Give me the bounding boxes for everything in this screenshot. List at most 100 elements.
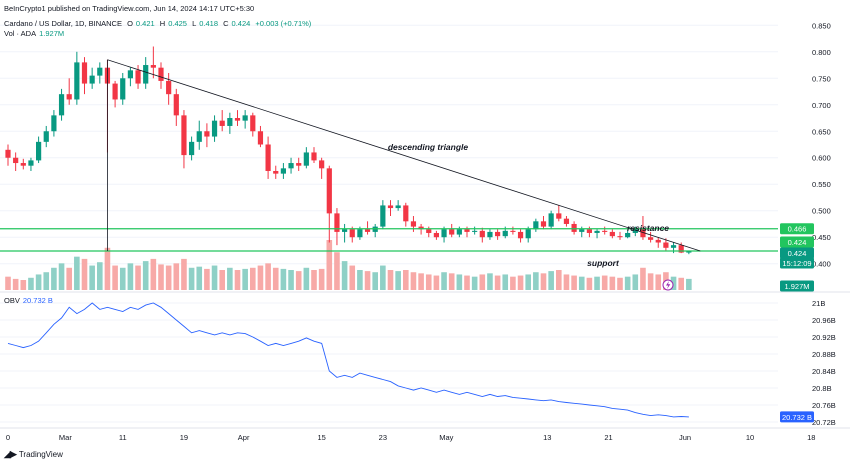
volume-bar [548, 271, 554, 290]
volume-bar [357, 270, 363, 290]
volume-bar [173, 263, 180, 290]
volume-bar [211, 265, 218, 290]
candle-body [120, 78, 126, 100]
volume-bar [678, 277, 684, 290]
volume-bar [242, 268, 248, 290]
volume-bar [647, 273, 654, 290]
resistance-tag [780, 223, 814, 235]
candle-body [364, 229, 371, 232]
volume-bar [563, 274, 570, 290]
time-tick-label: Jun [679, 433, 691, 442]
lightning-icon[interactable] [662, 279, 674, 291]
volume-bar [196, 266, 203, 290]
volume-bar [517, 275, 524, 290]
candle-body [449, 229, 455, 235]
volume-bar [165, 265, 172, 290]
price-tick-label: 0.750 [812, 74, 831, 83]
price-levels [0, 228, 778, 252]
volume-legend: Vol · ADA 1.927M [4, 29, 67, 38]
volume-bar [58, 263, 65, 290]
volume-bar [272, 267, 279, 290]
candle-body [686, 250, 692, 253]
volume-bar [288, 270, 294, 290]
candle-body [540, 221, 547, 227]
candle-body [571, 223, 577, 232]
footer-brand[interactable]: TradingView [18, 450, 63, 459]
volume-bar [372, 272, 378, 290]
candle-body [112, 83, 118, 100]
low-value: 0.418 [199, 19, 219, 28]
volume-bar [632, 274, 639, 290]
obv-tick-label: 20.88B [812, 350, 836, 359]
volume-bar [12, 278, 19, 290]
obv-tick-label: 20.8B [812, 384, 832, 393]
candle-body [426, 229, 432, 233]
volume-bar [81, 258, 88, 290]
countdown-tag [780, 257, 814, 269]
volume-bar [295, 271, 302, 290]
candle-body [594, 230, 600, 233]
volume-label[interactable]: Vol · ADA [4, 29, 37, 38]
volume-bar [334, 252, 340, 290]
volume-bar [112, 265, 118, 290]
high-label: H [159, 19, 166, 28]
volume-bar [441, 272, 447, 290]
volume-bar [257, 265, 264, 290]
candle-body [81, 62, 88, 84]
volume-bar [510, 276, 516, 290]
volume-bar [142, 261, 149, 290]
candle-body [127, 70, 133, 79]
volume-bar [617, 277, 623, 290]
published-by: BeInCrypto1 published on TradingView.com… [4, 4, 255, 13]
time-tick-label: 18 [807, 433, 815, 442]
candle-body [410, 221, 417, 227]
triangle-upper-trendline[interactable] [107, 59, 701, 252]
volume-bar [188, 267, 195, 290]
candle-body [58, 94, 65, 116]
candle-body [632, 229, 638, 233]
volume-bar [578, 276, 585, 290]
volume-bar [410, 272, 417, 290]
candle-body [403, 205, 409, 222]
obv-tick-label: 20.92B [812, 333, 836, 342]
candle-body [43, 131, 49, 142]
candle-body [563, 218, 570, 224]
support-label: support [587, 258, 620, 268]
volume-bar [533, 272, 539, 290]
close-value: 0.424 [231, 19, 251, 28]
volume-bar [425, 274, 432, 290]
candle-body [418, 226, 424, 230]
volume-bar [395, 271, 401, 290]
volume-bar [318, 268, 325, 290]
time-tick-label: 23 [379, 433, 387, 442]
candle-body [487, 231, 493, 238]
candle-body [678, 245, 684, 253]
volume-bar [364, 271, 371, 290]
volume-bar [487, 273, 493, 290]
resistance-label: resistance [627, 223, 669, 233]
volume-bar [433, 275, 440, 290]
volume-bar [571, 275, 577, 290]
volume-bar [227, 267, 233, 290]
time-tick-label: 10 [746, 433, 754, 442]
volume-bar [97, 262, 103, 290]
candle-body [525, 229, 531, 239]
candle-body [502, 230, 508, 237]
volume-bar [280, 268, 287, 290]
volume-bar [326, 240, 333, 290]
volume-bar [448, 273, 455, 290]
candle-body [288, 163, 294, 169]
volume-bar [204, 268, 210, 290]
obv-label[interactable]: OBV [4, 296, 20, 305]
candle-body [74, 62, 80, 100]
candle-body [357, 229, 363, 238]
price-tick-label: 0.650 [812, 127, 831, 136]
candle-body [609, 231, 615, 237]
price-tick-label: 0.700 [812, 101, 831, 110]
candle-body [273, 170, 279, 174]
symbol-name[interactable]: Cardano / US Dollar, 1D, BINANCE [4, 19, 122, 28]
countdown-tag-label: 15:12:09 [782, 259, 811, 268]
candle-body [13, 157, 19, 164]
candle-body [311, 152, 317, 161]
